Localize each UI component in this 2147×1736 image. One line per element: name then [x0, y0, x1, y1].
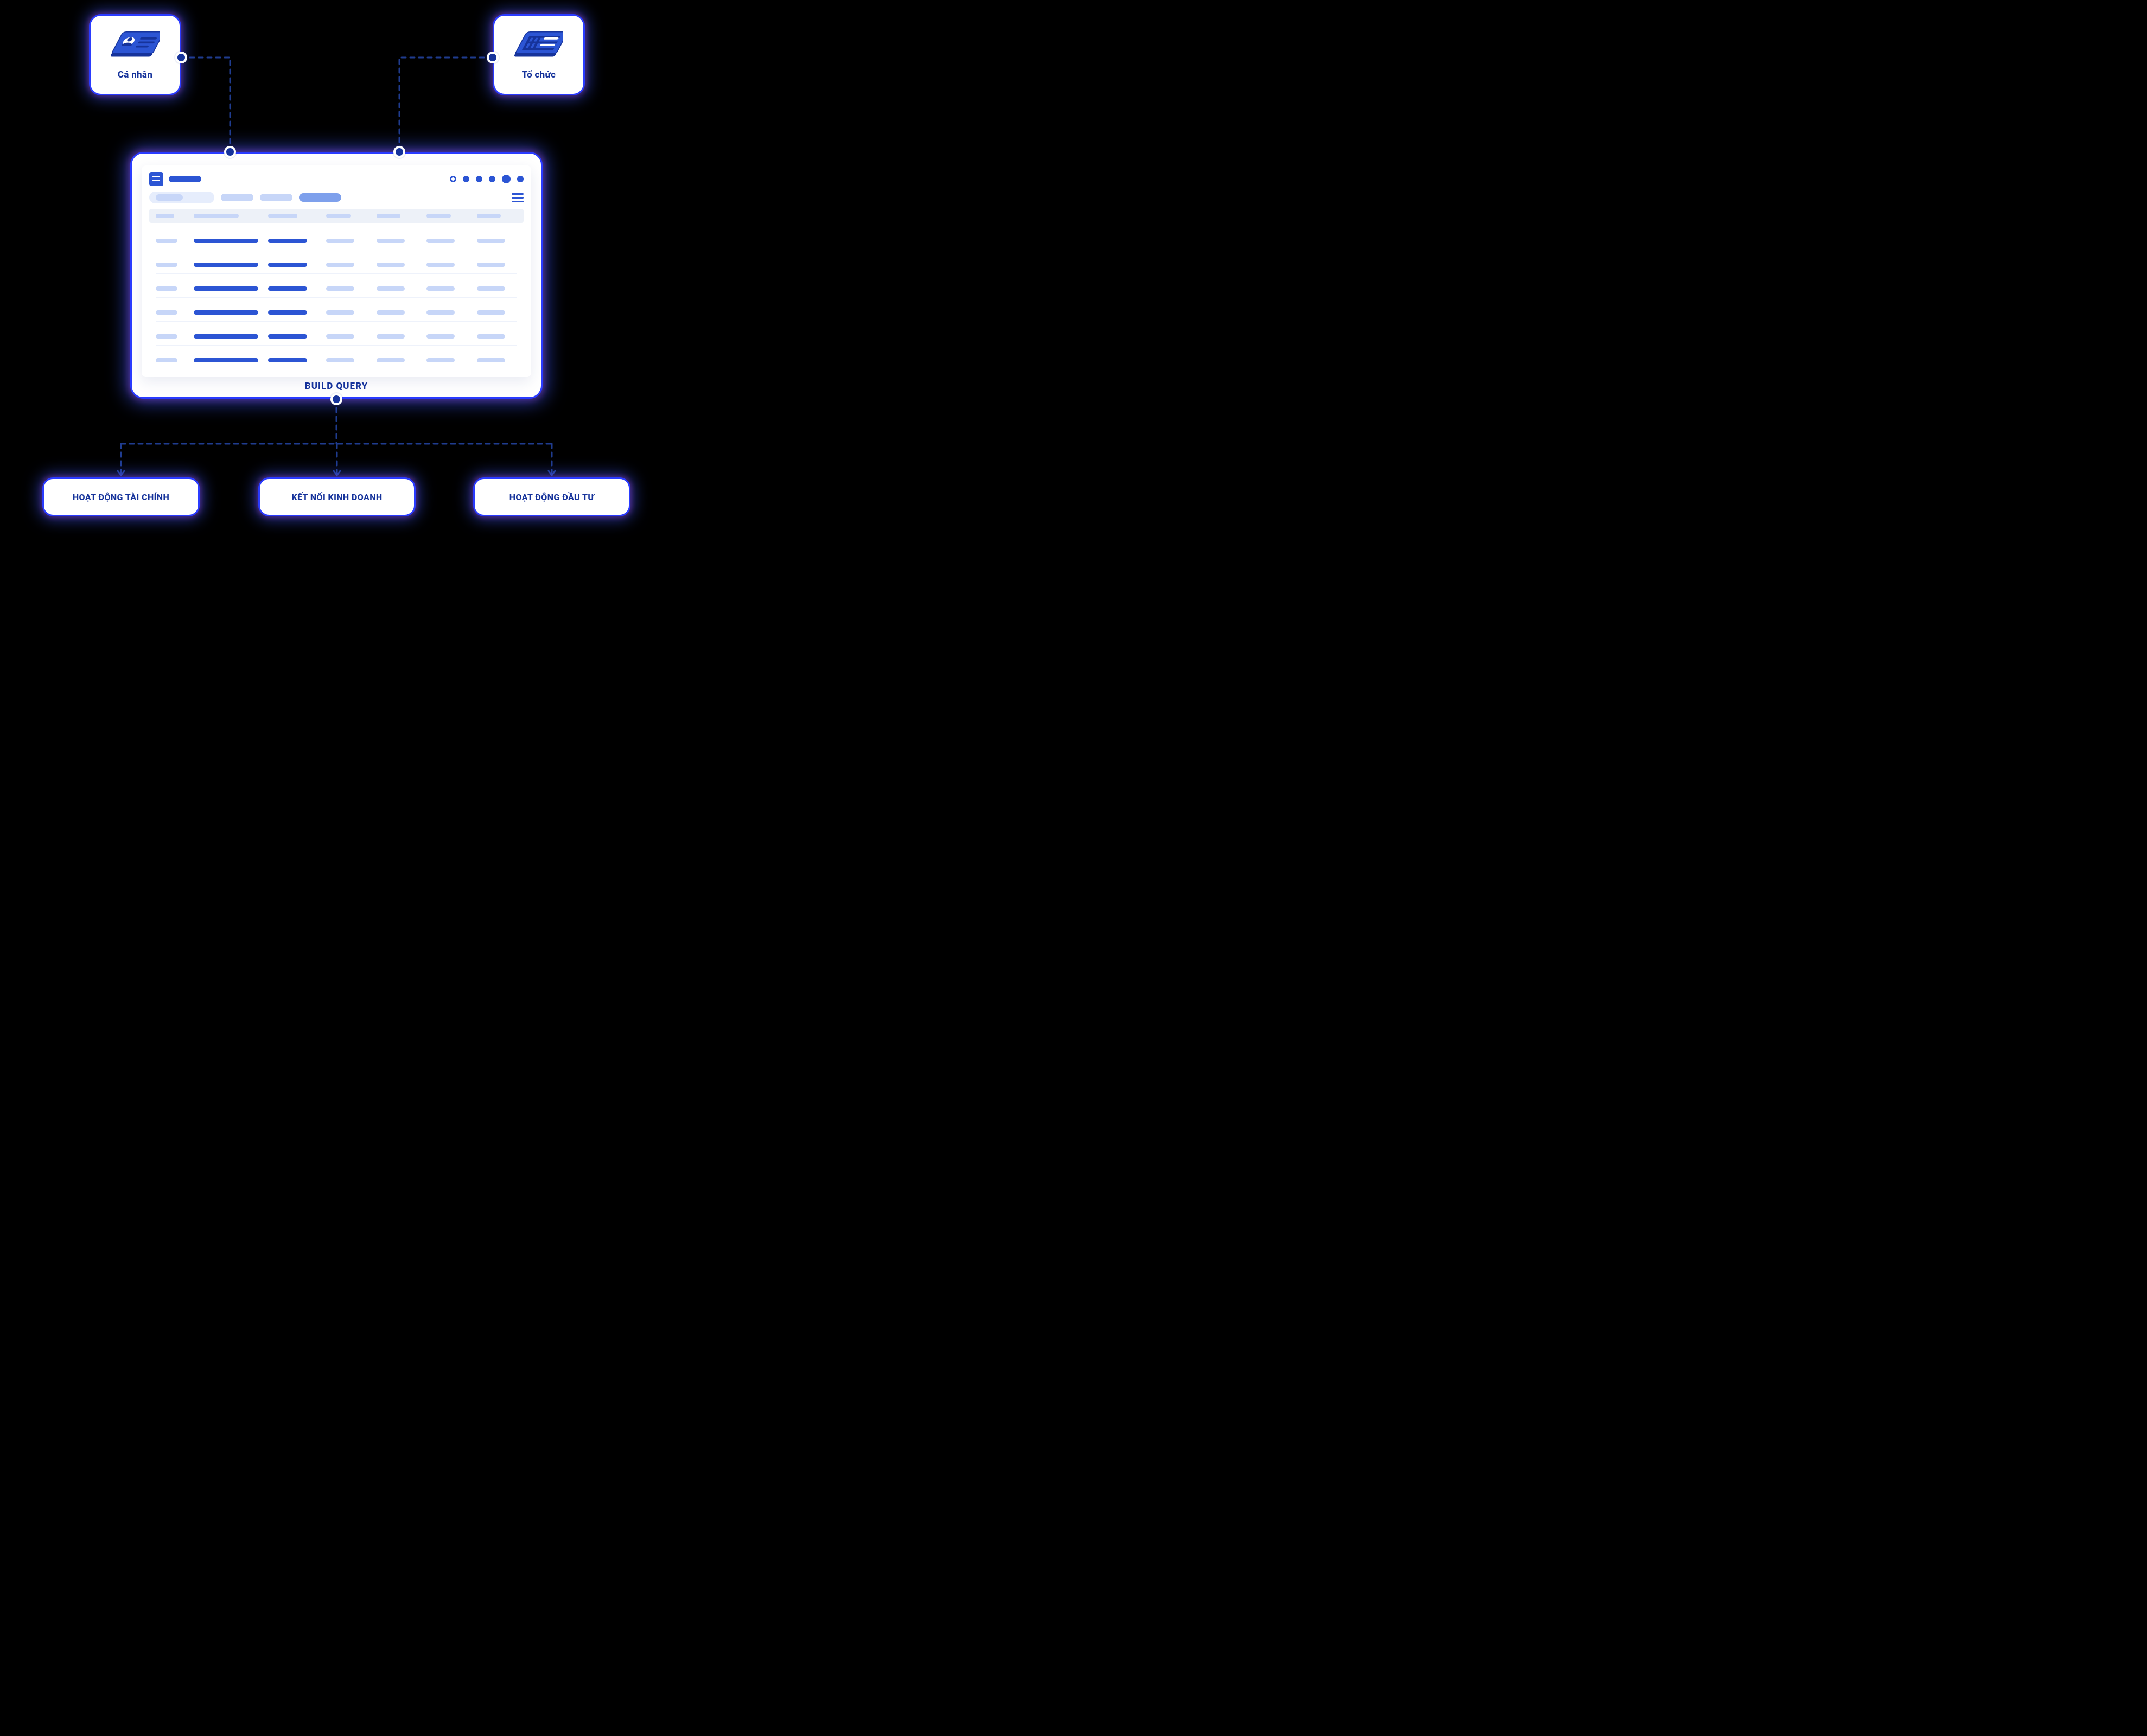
mock-tab — [149, 192, 214, 203]
build-query-panel: BUILD QUERY — [130, 152, 543, 399]
mock-tab — [260, 194, 292, 201]
diagram-canvas: Cá nhân — [0, 0, 671, 542]
mock-table-header — [149, 209, 524, 223]
mock-title-pill — [169, 176, 201, 182]
connector-node — [393, 146, 405, 158]
id-card-person-icon — [111, 29, 160, 62]
card-hoat-dong-tai-chinh: HOẠT ĐỘNG TÀI CHÍNH — [42, 477, 200, 516]
card-ca-nhan-label: Cá nhân — [118, 69, 152, 80]
connector-node — [330, 393, 342, 405]
id-card-grid-icon — [514, 29, 563, 62]
dot-icon — [502, 175, 511, 183]
app-logo-icon — [149, 172, 163, 186]
mock-tabs — [149, 192, 341, 203]
mock-tab — [221, 194, 253, 201]
card-to-chuc: Tổ chức — [493, 14, 585, 95]
mock-table-body — [149, 228, 524, 371]
connector-node — [487, 52, 499, 63]
card-ca-nhan: Cá nhân — [89, 14, 181, 95]
card-to-chuc-label: Tổ chức — [522, 69, 556, 80]
mock-tab-active — [299, 193, 341, 202]
dot-icon — [517, 176, 524, 182]
card-label: HOẠT ĐỘNG ĐẦU TƯ — [509, 492, 595, 502]
dot-icon — [463, 176, 469, 182]
query-builder-mock — [142, 165, 531, 377]
card-label: KẾT NỐI KINH DOANH — [291, 492, 382, 502]
panel-title: BUILD QUERY — [305, 381, 368, 392]
connector-node — [175, 52, 187, 63]
dot-icon — [476, 176, 482, 182]
mock-tabs-row — [149, 192, 524, 203]
mock-toolbar — [149, 172, 524, 186]
connector-node — [224, 146, 236, 158]
mock-nav-dots — [450, 175, 524, 183]
hamburger-icon — [512, 193, 524, 202]
dot-icon — [489, 176, 495, 182]
mock-table-row — [156, 279, 517, 298]
mock-logo-group — [149, 172, 201, 186]
dot-icon — [450, 176, 456, 182]
mock-table-row — [156, 327, 517, 346]
card-label: HOẠT ĐỘNG TÀI CHÍNH — [73, 492, 169, 502]
card-hoat-dong-dau-tu: HOẠT ĐỘNG ĐẦU TƯ — [473, 477, 630, 516]
mock-table-row — [156, 256, 517, 274]
mock-table-row — [156, 232, 517, 250]
mock-table-row — [156, 351, 517, 369]
mock-table-row — [156, 303, 517, 322]
card-ket-noi-kinh-doanh: KẾT NỐI KINH DOANH — [258, 477, 416, 516]
